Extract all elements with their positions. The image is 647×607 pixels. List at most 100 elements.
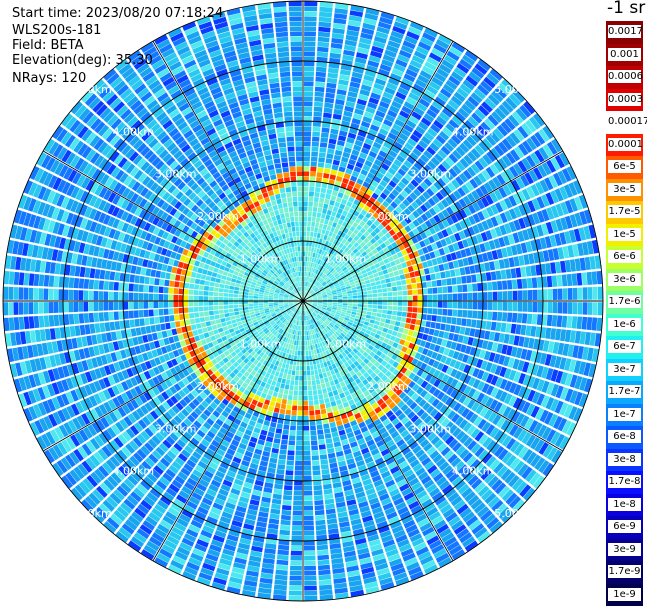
radar-ray: [303, 101, 536, 301]
radar-ray: [303, 68, 503, 301]
colorbar-segment: 0.0017: [606, 21, 643, 44]
radar-ray: [52, 125, 303, 301]
radar-ray: [140, 301, 303, 560]
radar-ray: [168, 301, 303, 575]
radar-ray: [36, 152, 303, 301]
radar-ray: [303, 3, 349, 301]
radar-ray: [3, 301, 303, 332]
range-ring-label: 1.00km: [240, 253, 282, 266]
radar-ray: [5, 255, 303, 301]
range-ring-label: 2.00km: [197, 210, 239, 223]
range-ring-label: 3.00km: [410, 422, 452, 435]
colorbar-tick-label: 6e-7: [608, 340, 641, 353]
radar-ray: [61, 301, 303, 489]
radar-ray: [303, 301, 603, 316]
radar-ray: [52, 301, 303, 477]
radar-ray: [13, 209, 303, 301]
range-ring-label: 2.00km: [367, 210, 409, 223]
colorbar-segment: 6e-9: [606, 516, 643, 539]
colorbar-segment: 3e-7: [606, 358, 643, 381]
colorbar-tick-label: 0.0017: [608, 25, 643, 38]
radar-ray: [303, 301, 554, 477]
colorbar-tick-label: 0.00017: [608, 115, 647, 128]
radar-ray: [303, 301, 570, 450]
radar-ray: [226, 8, 303, 301]
colorbar-segment: 6e-7: [606, 336, 643, 359]
colorbar-segment: 6e-6: [606, 246, 643, 269]
radar-ray: [303, 50, 479, 301]
radar-ray: [29, 301, 303, 436]
radar-ray: [303, 301, 577, 436]
radar-ray: [303, 301, 438, 575]
colorbar-segment: 1.7e-6: [606, 291, 643, 314]
radar-ray: [303, 5, 365, 301]
radar-ray: [115, 301, 303, 543]
radar-ray: [303, 59, 491, 301]
range-ring-label: 2.00km: [197, 380, 239, 393]
radar-ray: [23, 301, 303, 422]
colorbar-segment: 1.7e-8: [606, 471, 643, 494]
range-ring-label: 4.00km: [113, 465, 155, 478]
radar-ray: [288, 1, 303, 301]
radar-ray: [303, 34, 452, 301]
nrays-label: NRays: 120: [12, 71, 87, 86]
radar-ray: [18, 301, 303, 408]
radar-ray: [61, 113, 303, 301]
range-ring-label: 4.00km: [452, 465, 494, 478]
radar-ray: [303, 27, 438, 301]
radar-ray: [303, 21, 424, 301]
radar-ray: [70, 301, 303, 501]
radar-ray: [303, 8, 380, 301]
field-label: Field: BETA: [12, 38, 84, 53]
colorbar-tick-label: 1e-5: [608, 227, 641, 241]
radar-ray: [288, 301, 303, 601]
colorbar-tick-label: 3e-6: [608, 272, 641, 286]
colorbar-tick-label: 6e-6: [608, 250, 641, 263]
colorbar-segment: 1e-8: [606, 493, 643, 516]
radar-ray: [303, 138, 562, 301]
radar-ray: [182, 21, 303, 301]
range-ring-label: 3.00km: [410, 168, 452, 181]
start-time-label: Start time: 2023/08/20 07:18:24: [12, 6, 224, 21]
colorbar-unit-label: -1 sr: [607, 0, 646, 18]
radar-ray: [182, 301, 303, 581]
radar-ray: [303, 301, 491, 543]
radar-ray: [7, 301, 303, 363]
colorbar-tick-label: 0.0003: [608, 92, 643, 106]
radar-ray: [36, 301, 303, 450]
colorbar-tick-label: 3e-5: [608, 182, 641, 196]
radar-ray: [226, 301, 303, 594]
colorbar-tick-label: 1.7e-5: [608, 205, 641, 218]
range-grid: [2, 0, 604, 602]
radar-ray: [44, 138, 303, 301]
radar-ray: [44, 301, 303, 464]
azimuth-spoke: [302, 150, 564, 302]
colorbar-segment: 0.001: [606, 43, 643, 66]
radar-ray: [241, 5, 303, 301]
radar-ray: [303, 301, 395, 591]
colorbar-tick-label: 1e-9: [608, 587, 641, 601]
radar-ray: [3, 301, 303, 316]
colorbar-segment: 1.7e-7: [606, 381, 643, 404]
range-ring-labels: 1.00km 1.00km 1.00km 1.00km 2.00km 2.00km 2.00…: [70, 83, 536, 520]
colorbar-segment: 1e-5: [606, 223, 643, 246]
range-ring-label: 2.00km: [367, 380, 409, 393]
radar-ray: [272, 1, 303, 301]
radar-ray: [196, 16, 303, 301]
radar-ray: [303, 301, 466, 560]
azimuth-spoke: [152, 300, 304, 562]
range-ring-label: 3.00km: [155, 168, 197, 181]
colorbar-tick-label: 3e-8: [608, 452, 641, 466]
radar-ray: [303, 301, 410, 586]
azimuth-spoke: [42, 300, 304, 452]
radar-ray: [7, 239, 303, 301]
colorbar-tick-label: 0.0001: [608, 137, 643, 151]
radar-ray: [272, 301, 303, 601]
radar-ray: [3, 270, 303, 301]
radar-ray: [303, 125, 554, 301]
colorbar-segment: 1e-7: [606, 403, 643, 426]
radar-ray: [18, 194, 303, 301]
colorbar-tick-label: 1.7e-6: [608, 295, 641, 308]
radar-ray: [303, 301, 380, 594]
radar-ray: [303, 301, 562, 464]
